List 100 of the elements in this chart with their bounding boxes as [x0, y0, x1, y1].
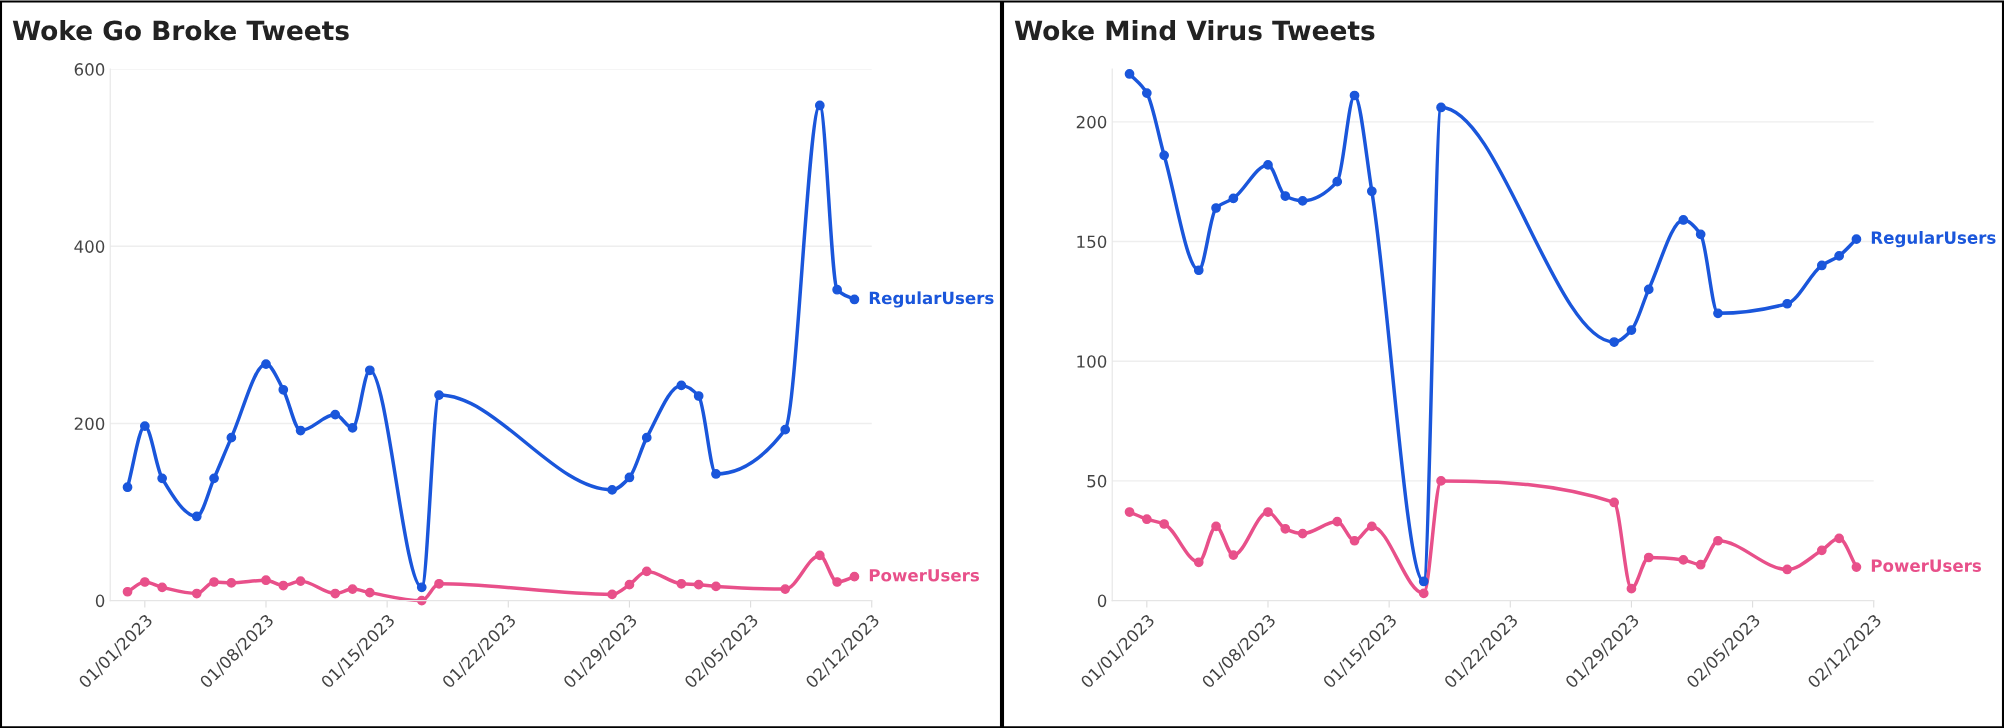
point — [1851, 234, 1862, 244]
point — [1816, 260, 1827, 271]
point — [1228, 550, 1239, 560]
series-label: PowerUsers — [1871, 559, 1982, 572]
point — [347, 584, 358, 594]
point — [226, 578, 237, 588]
point — [624, 472, 635, 483]
point — [1782, 564, 1793, 575]
point — [711, 581, 721, 592]
point — [1280, 523, 1291, 534]
point — [1366, 186, 1377, 197]
point — [814, 100, 825, 111]
point — [278, 384, 289, 395]
point — [330, 409, 341, 420]
point — [226, 432, 237, 443]
point — [641, 566, 652, 577]
point — [780, 424, 791, 435]
point — [693, 391, 704, 401]
point — [122, 586, 133, 597]
chart-title: Woke Mind Virus Tweets — [1014, 19, 1375, 41]
point — [1609, 497, 1619, 508]
point — [347, 423, 358, 433]
point — [780, 584, 791, 594]
point — [1834, 251, 1844, 261]
point — [191, 511, 202, 522]
point — [1713, 308, 1723, 319]
point — [676, 578, 687, 589]
point — [849, 294, 860, 305]
point — [261, 575, 271, 586]
point — [1349, 535, 1360, 546]
point — [1228, 193, 1239, 204]
y-tick-label: 100 — [1077, 355, 1107, 368]
point — [1626, 325, 1637, 335]
point — [1332, 516, 1343, 527]
y-tick-label: 150 — [1077, 235, 1107, 249]
series-label: RegularUsers — [869, 291, 994, 308]
point — [1816, 545, 1827, 556]
point — [1643, 284, 1654, 295]
point — [1141, 88, 1152, 98]
point — [1782, 298, 1793, 309]
point — [1263, 507, 1273, 517]
point — [139, 421, 150, 431]
y-tick-label: 0 — [95, 594, 105, 608]
point — [1713, 535, 1723, 546]
point — [261, 359, 271, 369]
point — [832, 577, 842, 587]
point — [814, 550, 825, 561]
point — [1418, 576, 1429, 587]
y-tick-label: 0 — [1097, 594, 1107, 608]
point — [1695, 229, 1706, 240]
point — [139, 577, 150, 587]
point — [1695, 559, 1706, 570]
point — [416, 582, 427, 593]
y-tick-label: 200 — [1076, 115, 1107, 129]
point — [434, 578, 444, 589]
point — [641, 432, 652, 443]
y-tick-label: 200 — [74, 417, 105, 431]
point — [295, 576, 306, 586]
point — [1280, 191, 1291, 201]
point — [157, 582, 168, 593]
point — [278, 580, 289, 591]
point — [1211, 521, 1221, 532]
point — [832, 284, 842, 295]
point — [1124, 507, 1135, 517]
point — [1609, 337, 1619, 347]
point — [1678, 215, 1689, 225]
point — [1851, 562, 1862, 572]
y-tick-label: 600 — [74, 63, 105, 76]
point — [1418, 588, 1429, 599]
point — [295, 425, 306, 436]
point — [1159, 150, 1170, 161]
point — [693, 579, 704, 590]
point — [1141, 514, 1152, 525]
point — [1349, 90, 1360, 101]
point — [122, 482, 133, 493]
point — [849, 571, 860, 582]
point — [624, 579, 635, 590]
point — [1124, 69, 1135, 79]
point — [607, 485, 617, 495]
point — [1332, 176, 1343, 187]
y-tick-label: 50 — [1087, 474, 1107, 488]
point — [1366, 521, 1377, 532]
point — [157, 473, 168, 484]
y-tick-label: 400 — [74, 240, 105, 253]
point — [330, 588, 341, 599]
point — [364, 365, 375, 376]
point — [1211, 203, 1221, 213]
point — [1678, 555, 1689, 565]
point — [1297, 195, 1308, 206]
point — [209, 577, 219, 587]
chart-title: Woke Go Broke Tweets — [12, 19, 349, 41]
point — [711, 469, 721, 479]
point — [1436, 102, 1446, 113]
point — [209, 473, 219, 484]
point — [1834, 533, 1844, 544]
point — [1159, 519, 1170, 529]
point — [1436, 476, 1446, 486]
point — [607, 589, 617, 600]
series-label: PowerUsers — [869, 569, 980, 582]
point — [1643, 552, 1654, 563]
